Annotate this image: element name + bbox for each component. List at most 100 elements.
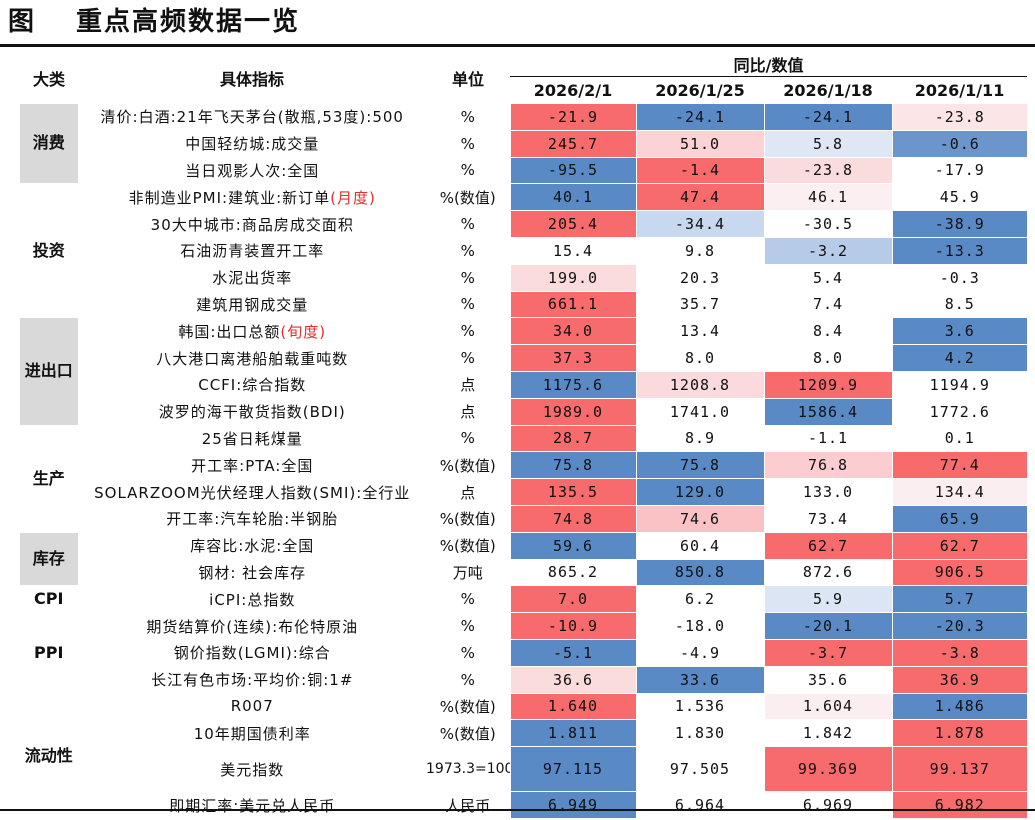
- value-cell: 1.640: [509, 693, 636, 721]
- table-row: 开工率:PTA:全国 %(数值) 75.8 75.8 76.8 77.4: [20, 451, 1028, 480]
- value-cell: 40.1: [509, 183, 636, 212]
- unit-cell: %: [426, 317, 510, 346]
- value-cell: 1175.6: [509, 371, 636, 399]
- header-date: 2026/2/1: [510, 76, 636, 104]
- header-group: 同比/数值: [510, 52, 1028, 77]
- value-cell: 3.6: [891, 317, 1028, 346]
- value-cell: -24.1: [763, 103, 892, 131]
- value-cell: 1741.0: [635, 398, 764, 426]
- value-cell: 62.7: [763, 532, 892, 560]
- value-cell: 8.0: [763, 344, 892, 372]
- page-title: 图 重点高频数据一览: [8, 2, 300, 42]
- indicator-cell: 清价:白酒:21年飞天茅台(散瓶,53度):500: [78, 103, 426, 131]
- indicator-name: 钢材: 社会库存: [198, 563, 307, 582]
- table-row: 当日观影人次:全国% -95.5 -1.4 -23.8 -17.9: [20, 157, 1028, 185]
- header-unit: 单位: [451, 69, 484, 89]
- unit-cell: 万吨: [426, 559, 510, 587]
- unit-cell: %: [426, 666, 510, 694]
- unit-cell: %: [426, 425, 510, 453]
- table-row: 八大港口离港船舶载重吨数% 37.3 8.0 8.0 4.2: [20, 344, 1028, 372]
- indicator-note: (月度): [330, 188, 376, 207]
- indicator-name: 开工率:PTA:全国: [191, 456, 314, 475]
- header-date: 2026/1/25: [636, 76, 764, 104]
- indicator-cell: CCFI:综合指数: [78, 371, 426, 399]
- value-cell: 6.969: [763, 791, 892, 819]
- value-cell: 13.4: [635, 317, 764, 346]
- category-cell: 投资: [20, 183, 79, 319]
- value-cell: 865.2: [509, 559, 636, 587]
- value-cell: -18.0: [635, 612, 764, 640]
- unit-cell: %(数值): [426, 719, 510, 748]
- indicator-cell: 25省日耗煤量: [78, 425, 426, 453]
- indicator-name: 建筑用钢成交量: [196, 295, 309, 314]
- value-cell: 36.6: [509, 666, 636, 694]
- value-cell: -0.3: [891, 264, 1028, 292]
- value-cell: 1209.9: [763, 371, 892, 399]
- indicator-name: 非制造业PMI:建筑业:新订单: [128, 188, 331, 207]
- indicator-cell: 开工率:汽车轮胎:半钢胎: [78, 505, 426, 533]
- value-cell: -3.8: [891, 639, 1028, 667]
- indicator-cell: 美元指数: [78, 746, 426, 793]
- value-cell: 906.5: [891, 559, 1028, 587]
- value-cell: 6.982: [891, 791, 1028, 819]
- value-cell: -13.3: [891, 237, 1028, 265]
- value-cell: 28.7: [509, 425, 636, 453]
- value-cell: -34.4: [635, 210, 764, 238]
- value-cell: 0.1: [891, 425, 1028, 453]
- header-indicator: 具体指标: [219, 69, 284, 89]
- indicator-name: 波罗的海干散货指数(BDI): [158, 403, 346, 422]
- indicator-name: 清价:白酒:21年飞天茅台(散瓶,53度):500: [100, 108, 404, 127]
- value-cell: 135.5: [509, 478, 636, 506]
- table-row: 库存 库容比:水泥:全国 %(数值) 59.6 60.4 62.7 62.7: [20, 532, 1028, 587]
- indicator-cell: 钢材: 社会库存: [78, 559, 426, 587]
- indicator-cell: 中国轻纺城:成交量: [78, 130, 426, 158]
- indicator-cell: 当日观影人次:全国: [78, 157, 426, 185]
- value-cell: 5.8: [763, 130, 892, 158]
- value-cell: 7.0: [509, 585, 636, 614]
- unit-cell: %: [426, 210, 510, 238]
- value-cell: -21.9: [509, 103, 636, 131]
- value-cell: 1772.6: [891, 398, 1028, 426]
- table-row: 中国轻纺城:成交量% 245.7 51.0 5.8 -0.6: [20, 130, 1028, 158]
- value-cell: 6.2: [635, 585, 764, 614]
- value-cell: 76.8: [763, 451, 892, 480]
- indicator-note: (旬度): [280, 322, 327, 341]
- value-cell: 75.8: [635, 451, 764, 480]
- unit-cell: %: [426, 585, 510, 614]
- table-header: 大类 具体指标 单位 同比/数值 2026/2/1 2026/1/25 2026…: [20, 52, 1028, 104]
- indicator-name: 库容比:水泥:全国: [190, 537, 315, 556]
- value-cell: 5.9: [763, 585, 892, 614]
- value-cell: 1989.0: [509, 398, 636, 426]
- table-row: 建筑用钢成交量% 661.1 35.7 7.4 8.5: [20, 291, 1028, 319]
- data-table: 大类 具体指标 单位 同比/数值 2026/2/1 2026/1/25 2026…: [20, 52, 1028, 819]
- table-row: 10年期国债利率 %(数值) 1.811 1.830 1.842 1.878: [20, 719, 1028, 748]
- value-cell: -20.1: [763, 612, 892, 640]
- value-cell: 35.7: [635, 291, 764, 319]
- value-cell: 1208.8: [635, 371, 764, 399]
- value-cell: -1.4: [635, 157, 764, 185]
- value-cell: 97.505: [635, 746, 764, 793]
- indicator-cell: 波罗的海干散货指数(BDI): [78, 398, 426, 426]
- value-cell: 661.1: [509, 291, 636, 319]
- table-row: 水泥出货率% 199.0 20.3 5.4 -0.3: [20, 264, 1028, 292]
- value-cell: 1.536: [635, 693, 764, 721]
- unit-cell: %: [426, 639, 510, 667]
- value-cell: 1.830: [635, 719, 764, 748]
- indicator-cell: 韩国:出口总额(旬度): [78, 317, 426, 346]
- value-cell: 872.6: [763, 559, 892, 587]
- indicator-cell: 钢价指数(LGMI):综合: [78, 639, 426, 667]
- value-cell: 6.949: [509, 791, 636, 819]
- value-cell: 6.964: [635, 791, 764, 819]
- table-row: 30大中城市:商品房成交面积% 205.4 -34.4 -30.5 -38.9: [20, 210, 1028, 238]
- indicator-name: 10年期国债利率: [193, 724, 311, 743]
- value-cell: 73.4: [763, 505, 892, 533]
- value-cell: 245.7: [509, 130, 636, 158]
- value-cell: -3.7: [763, 639, 892, 667]
- unit-cell: %: [426, 264, 510, 292]
- unit-cell: %: [426, 344, 510, 372]
- category-cell: 生产: [20, 425, 79, 533]
- indicator-cell: 即期汇率:美元兑人民币: [78, 791, 426, 819]
- indicator-name: 中国轻纺城:成交量: [185, 135, 320, 154]
- indicator-name: 长江有色市场:平均价:铜:1#: [151, 671, 354, 690]
- indicator-cell: 建筑用钢成交量: [78, 291, 426, 319]
